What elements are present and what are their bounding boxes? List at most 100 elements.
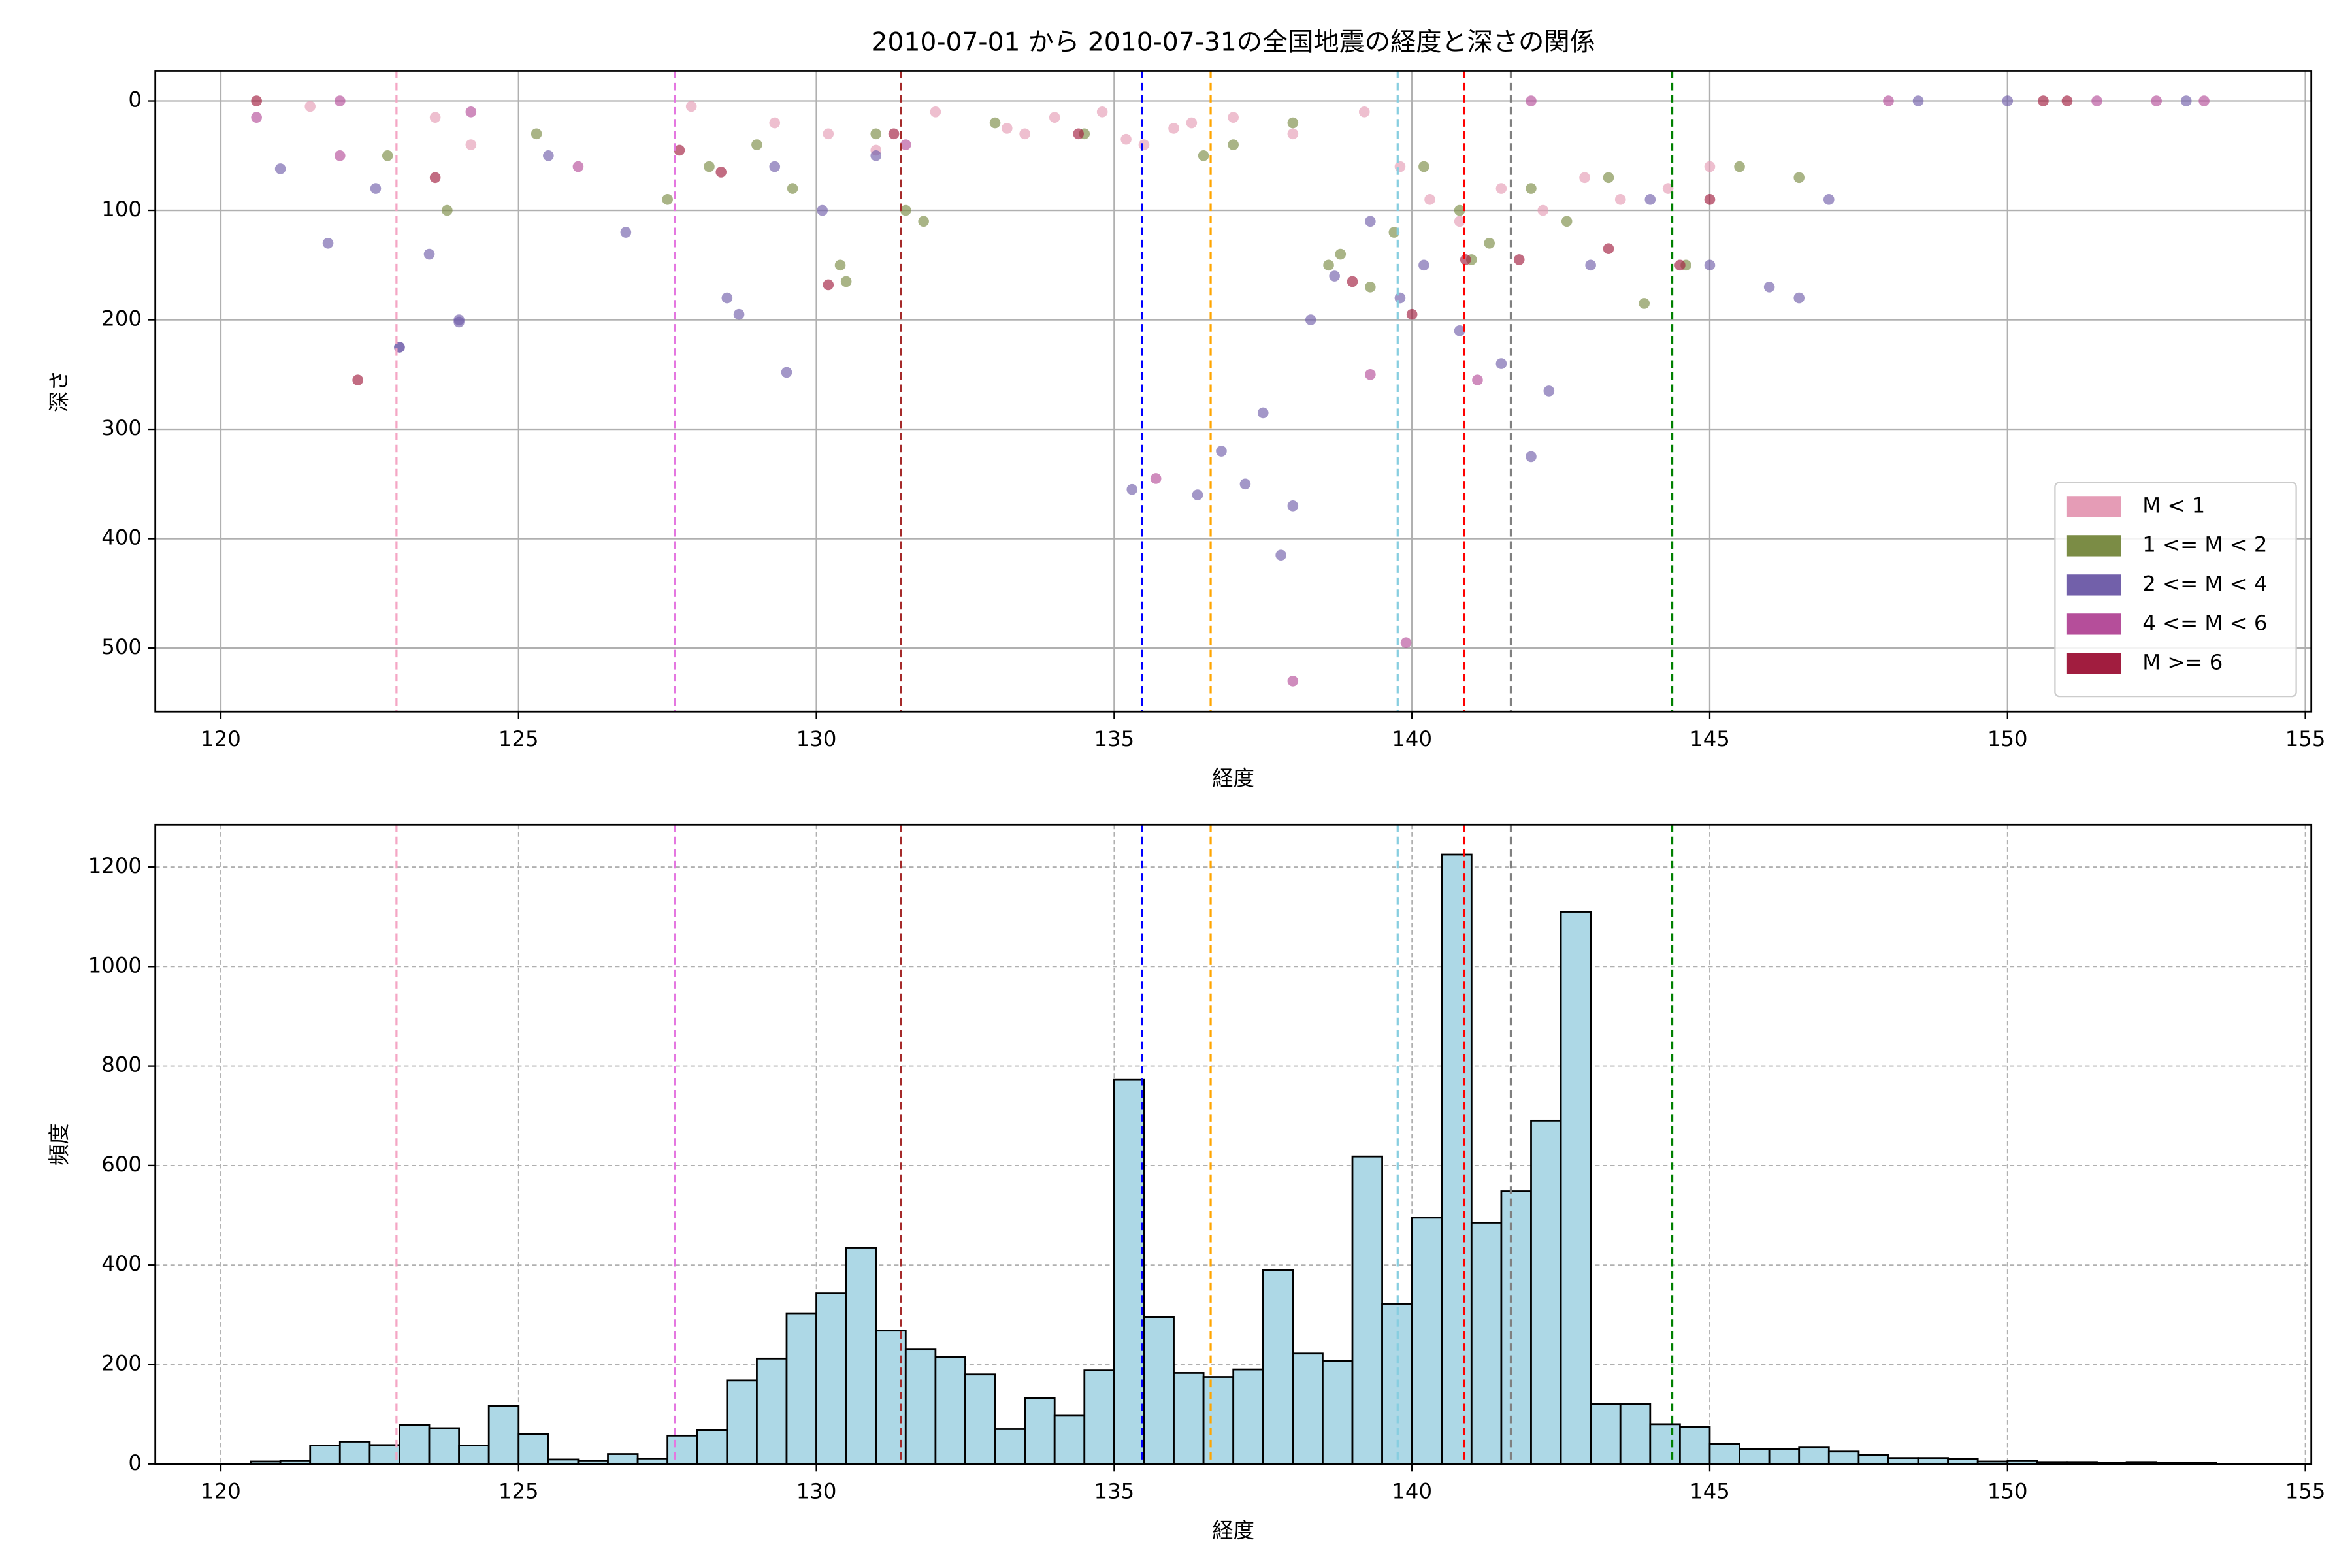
x-tick-label: 135 [1094,727,1135,751]
scatter-point [1335,248,1347,260]
scatter-point [1579,172,1590,184]
scatter-point [1460,254,1471,265]
scatter-point [1704,259,1716,271]
scatter-point [352,374,363,385]
scatter-point [334,150,346,161]
scatter-point [1454,325,1465,336]
scatter-point [1662,183,1674,194]
scatter-point [870,150,882,161]
histogram-bar [1351,1155,1383,1465]
histogram-bar [487,1405,520,1465]
scatter-point [572,161,584,172]
scatter-point [429,112,441,123]
histogram-bar [1827,1450,1860,1465]
scatter-point [1484,237,1495,249]
histogram-bar [1262,1269,1294,1465]
scatter-point [1418,161,1429,172]
scatter-point [531,128,542,140]
scatter-point [251,95,262,106]
scatter-point [1614,193,1626,205]
x-tick-label: 130 [796,727,837,751]
scatter-point [322,237,334,249]
scatter-point [769,117,781,129]
scatter-point [2180,95,2192,106]
histogram-bar [1441,853,1473,1465]
scatter-point [674,144,685,156]
histogram-bar [934,1356,966,1465]
histogram-bar [428,1427,460,1465]
scatter-point [1400,637,1412,649]
scatter-point [918,216,929,227]
histogram-bar [756,1357,788,1465]
histogram-bar [1411,1217,1443,1465]
histogram-bar [458,1445,490,1465]
histogram-bar [1173,1372,1205,1465]
scatter-point [2151,95,2162,106]
x-tick-label: 140 [1392,1479,1432,1504]
x-axis-label: 経度 [1212,766,1254,791]
y-tick-label: 500 [101,634,142,659]
scatter-point [900,139,911,150]
scatter-point [1526,95,1537,106]
scatter-point [662,193,673,205]
scatter-point [1096,106,1108,118]
scatter-point [900,204,911,216]
x-tick-label: 125 [498,1479,539,1504]
histogram-bar [399,1424,431,1465]
scatter-point [817,204,828,216]
scatter-point [1287,128,1299,140]
scatter-point [2091,95,2102,106]
scatter-point [2061,95,2073,106]
scatter-point [1323,259,1334,271]
scatter-point [1674,259,1686,271]
scatter-point [1049,112,1060,123]
scatter-point [465,139,477,150]
scatter-point [787,183,798,194]
histogram-bar [1143,1316,1175,1465]
y-tick-label: 100 [101,197,142,221]
histogram-bar [1739,1448,1771,1465]
x-tick-label: 130 [796,1479,837,1504]
histogram-bar [1500,1190,1532,1465]
scatter-point [1305,314,1316,325]
scatter-point [1126,483,1138,495]
legend-label: M < 1 [2142,493,2205,517]
scatter-point [274,163,286,174]
scatter-point [453,316,465,328]
scatter-point [1823,193,1835,205]
histogram-bar [1560,911,1592,1465]
scatter-point [1394,292,1406,304]
histogram-bar [904,1348,937,1465]
y-axis-label: 深さ [46,370,71,413]
scatter-point [1472,374,1483,385]
scatter-point [423,248,435,260]
scatter-point [465,106,477,118]
legend-swatch [2066,613,2121,635]
x-tick-label: 155 [2285,727,2326,751]
histogram-bar [815,1292,847,1465]
scatter-point [1001,123,1013,134]
scatter-point [1639,298,1650,309]
x-tick-label: 145 [1690,727,1730,751]
scatter-point [769,161,781,172]
legend-label: M >= 6 [2142,649,2223,674]
x-tick-label: 145 [1690,1479,1730,1504]
y-tick-label: 400 [101,1251,142,1276]
scatter-point [1704,193,1716,205]
legend-label: 1 <= M < 2 [2142,532,2267,557]
scatter-point [781,367,792,378]
scatter-point [840,276,852,287]
scatter-point [1603,243,1614,254]
scatter-point [1495,358,1507,369]
histogram-bar [1798,1446,1830,1465]
y-tick-label: 1000 [88,953,142,977]
histogram-bar [1590,1403,1622,1465]
scatter-point [704,161,715,172]
scatter-point [1406,308,1418,320]
scatter-point [1543,385,1555,397]
histogram-bar [1530,1119,1562,1465]
histogram-bar [1768,1448,1801,1465]
scatter-point [1192,489,1203,500]
histogram-bar [964,1373,996,1465]
